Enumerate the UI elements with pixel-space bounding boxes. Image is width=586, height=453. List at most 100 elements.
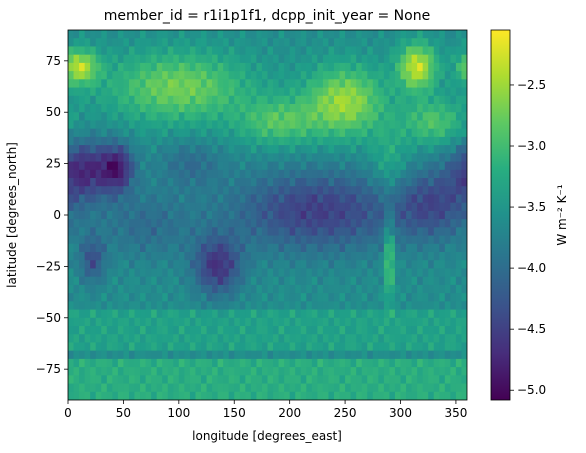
heatmap-cell: [90, 153, 97, 163]
heatmap-cell: [461, 326, 467, 335]
heatmap-cell: [201, 128, 208, 138]
heatmap-cell: [422, 301, 429, 311]
heatmap-cell: [378, 30, 385, 39]
heatmap-cell: [273, 62, 280, 72]
heatmap-cell: [189, 128, 197, 138]
heatmap-cell: [300, 219, 307, 228]
heatmap-cell: [145, 153, 152, 163]
heatmap-cell: [411, 334, 418, 344]
heatmap-cell: [289, 186, 296, 196]
heatmap-cell: [256, 334, 263, 344]
heatmap-cell: [167, 317, 174, 327]
heatmap-cell: [256, 87, 263, 97]
heatmap-cell: [411, 54, 418, 64]
heatmap-cell: [101, 367, 108, 376]
heatmap-cell: [378, 391, 385, 400]
heatmap-cell: [167, 38, 174, 48]
heatmap-cell: [383, 219, 391, 228]
heatmap-cell: [151, 367, 158, 376]
y-tick-label: −25: [36, 259, 61, 273]
heatmap-cell: [389, 293, 396, 302]
heatmap-cell: [223, 145, 230, 154]
heatmap-cell: [306, 186, 313, 196]
heatmap-cell: [400, 30, 407, 39]
heatmap-cell: [300, 317, 307, 327]
heatmap-cell: [367, 161, 374, 171]
heatmap-cell: [106, 268, 113, 278]
heatmap-cell: [278, 358, 285, 368]
heatmap-cell: [311, 260, 318, 270]
heatmap-cell: [245, 391, 252, 400]
heatmap-cell: [173, 317, 180, 327]
heatmap-cell: [117, 186, 125, 196]
heatmap-cell: [439, 268, 446, 278]
heatmap-cell: [317, 268, 324, 278]
heatmap-cell: [422, 342, 429, 352]
heatmap-cell: [406, 260, 413, 270]
heatmap-cell: [361, 342, 368, 352]
heatmap-cell: [95, 194, 102, 204]
heatmap-cell: [394, 194, 402, 204]
heatmap-cell: [328, 317, 335, 327]
heatmap-cell: [394, 293, 402, 302]
heatmap-cell: [311, 62, 318, 72]
heatmap-cell: [455, 391, 463, 400]
heatmap-cell: [261, 243, 269, 253]
heatmap-cell: [101, 391, 108, 400]
heatmap-cell: [273, 334, 280, 344]
heatmap-cell: [406, 227, 413, 237]
heatmap-cell: [273, 375, 280, 385]
heatmap-cell: [306, 87, 313, 97]
heatmap-cell: [284, 169, 291, 179]
heatmap-cell: [217, 301, 224, 311]
heatmap-cell: [79, 79, 86, 89]
heatmap-cell: [123, 120, 130, 130]
heatmap-cell: [106, 95, 113, 105]
heatmap-cell: [223, 194, 230, 204]
heatmap-cell: [151, 30, 158, 39]
heatmap-cell: [356, 145, 363, 154]
heatmap-cell: [311, 169, 318, 179]
heatmap-cell: [455, 317, 463, 327]
heatmap-cell: [361, 243, 368, 253]
heatmap-cell: [101, 128, 108, 138]
heatmap-cell: [79, 161, 86, 171]
heatmap-cell: [389, 243, 396, 253]
heatmap-cell: [383, 128, 391, 138]
heatmap-cell: [306, 235, 313, 245]
heatmap-cell: [162, 252, 169, 261]
heatmap-cell: [444, 326, 451, 335]
heatmap-cell: [356, 186, 363, 196]
heatmap-cell: [140, 194, 147, 204]
heatmap-cell: [123, 284, 130, 294]
heatmap-cell: [256, 54, 263, 64]
heatmap-cell: [178, 153, 185, 163]
heatmap-cell: [128, 161, 136, 171]
heatmap-cell: [306, 227, 313, 237]
heatmap-cell: [178, 284, 185, 294]
heatmap-cell: [68, 342, 75, 352]
heatmap-cell: [317, 210, 324, 220]
heatmap-cell: [289, 210, 296, 220]
heatmap-cell: [361, 145, 368, 154]
heatmap-cell: [444, 62, 451, 72]
heatmap-cell: [317, 260, 324, 270]
heatmap-cell: [383, 112, 391, 122]
heatmap-cell: [68, 210, 75, 220]
heatmap-cell: [289, 194, 296, 204]
heatmap-cell: [450, 62, 457, 72]
heatmap-cell: [217, 79, 224, 89]
heatmap-cell: [345, 293, 352, 302]
heatmap-cell: [261, 38, 269, 48]
heatmap-cell: [223, 46, 230, 56]
heatmap-cell: [433, 235, 440, 245]
heatmap-cell: [223, 367, 230, 376]
heatmap-cell: [383, 293, 391, 302]
heatmap-cell: [112, 202, 119, 212]
heatmap-cell: [422, 194, 429, 204]
heatmap-cell: [428, 169, 435, 179]
heatmap-cell: [383, 317, 391, 327]
heatmap-cell: [450, 383, 457, 393]
heatmap-cell: [134, 104, 141, 113]
heatmap-cell: [178, 383, 185, 393]
